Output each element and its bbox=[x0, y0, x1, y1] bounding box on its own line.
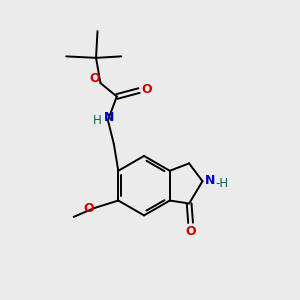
Text: O: O bbox=[89, 72, 100, 85]
Text: -H: -H bbox=[215, 177, 228, 190]
Text: O: O bbox=[185, 225, 196, 238]
Text: O: O bbox=[141, 83, 152, 96]
Text: H: H bbox=[93, 114, 102, 128]
Text: N: N bbox=[205, 174, 215, 187]
Text: O: O bbox=[83, 202, 94, 215]
Text: N: N bbox=[104, 111, 115, 124]
